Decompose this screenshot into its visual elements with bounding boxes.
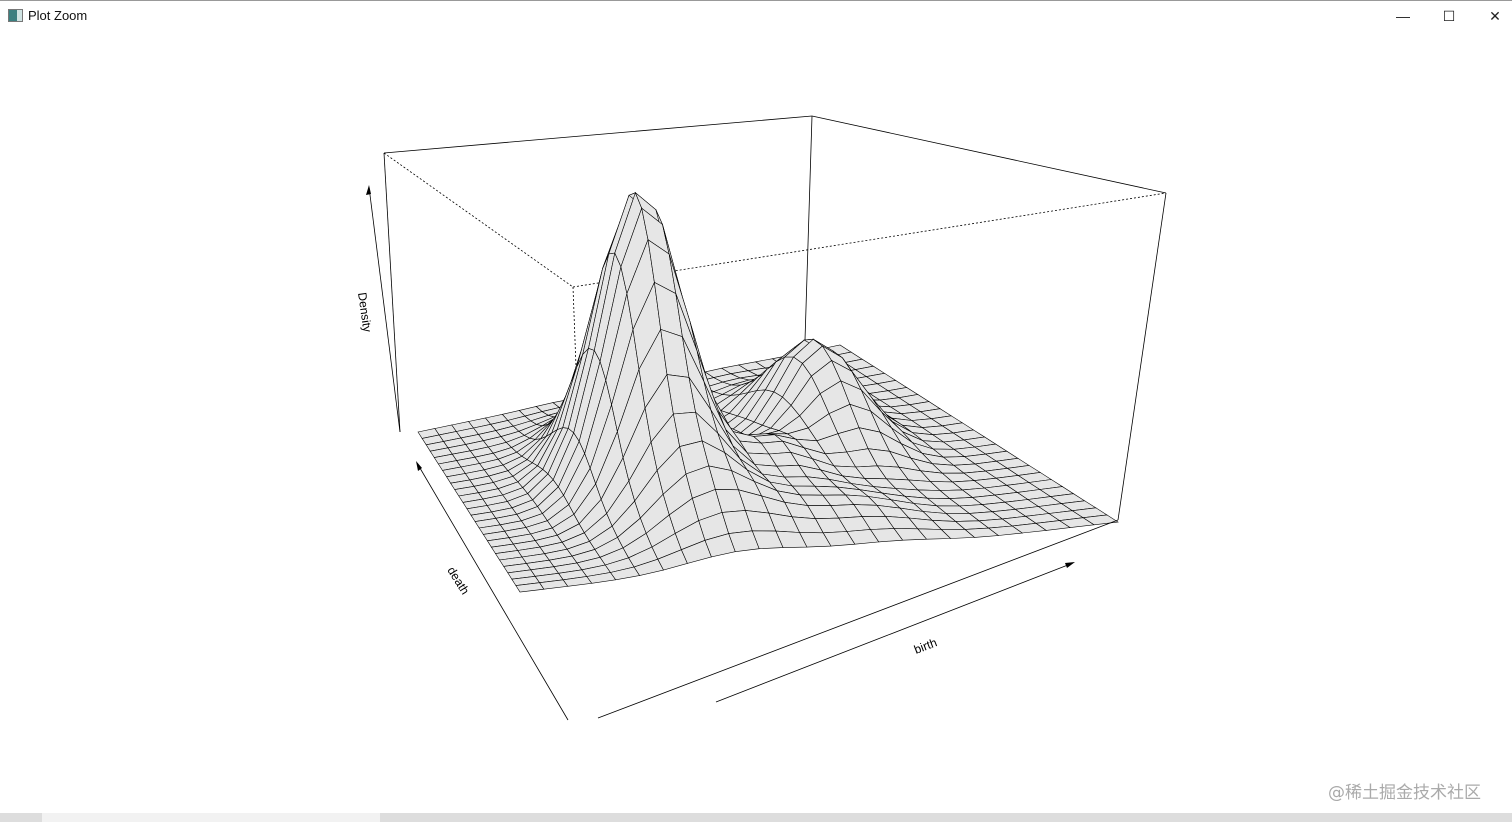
box-edge bbox=[383, 115, 813, 154]
close-button[interactable]: ✕ bbox=[1472, 1, 1512, 31]
density-axis-arrow bbox=[368, 186, 401, 433]
xlabel: birth bbox=[912, 635, 939, 656]
density-arrow-head bbox=[366, 185, 371, 195]
horizontal-scrollbar[interactable] bbox=[0, 813, 1512, 822]
death-arrow-head bbox=[416, 461, 422, 471]
density-surface bbox=[417, 191, 1119, 593]
surface-facet bbox=[1082, 514, 1119, 526]
maximize-icon: ☐ bbox=[1442, 7, 1456, 24]
maximize-button[interactable]: ☐ bbox=[1426, 1, 1472, 31]
minimize-button[interactable]: — bbox=[1380, 1, 1426, 31]
box-edge bbox=[383, 152, 401, 433]
box-edge bbox=[804, 115, 813, 341]
box-edge bbox=[811, 115, 1167, 194]
window-title: Plot Zoom bbox=[28, 8, 88, 23]
close-icon: ✕ bbox=[1489, 7, 1501, 24]
scrollbar-thumb[interactable] bbox=[42, 813, 380, 822]
zlabel: Density bbox=[355, 291, 374, 333]
ylabel: death bbox=[444, 564, 472, 597]
watermark: @稀土掘金技术社区 bbox=[1328, 783, 1481, 803]
box-edge bbox=[1117, 192, 1167, 521]
plot-box-front bbox=[597, 192, 1167, 719]
box-edge-hidden bbox=[383, 152, 574, 288]
persp-plot: Density death birth bbox=[355, 115, 1167, 721]
app-icon bbox=[8, 9, 23, 22]
birth-arrow-head bbox=[1065, 562, 1075, 568]
box-edge bbox=[597, 519, 1119, 719]
death-axis-arrow bbox=[416, 462, 569, 721]
title-bar: Plot Zoom — ☐ ✕ bbox=[0, 0, 1512, 31]
minimize-icon: — bbox=[1396, 8, 1410, 24]
birth-axis-arrow bbox=[715, 562, 1074, 703]
